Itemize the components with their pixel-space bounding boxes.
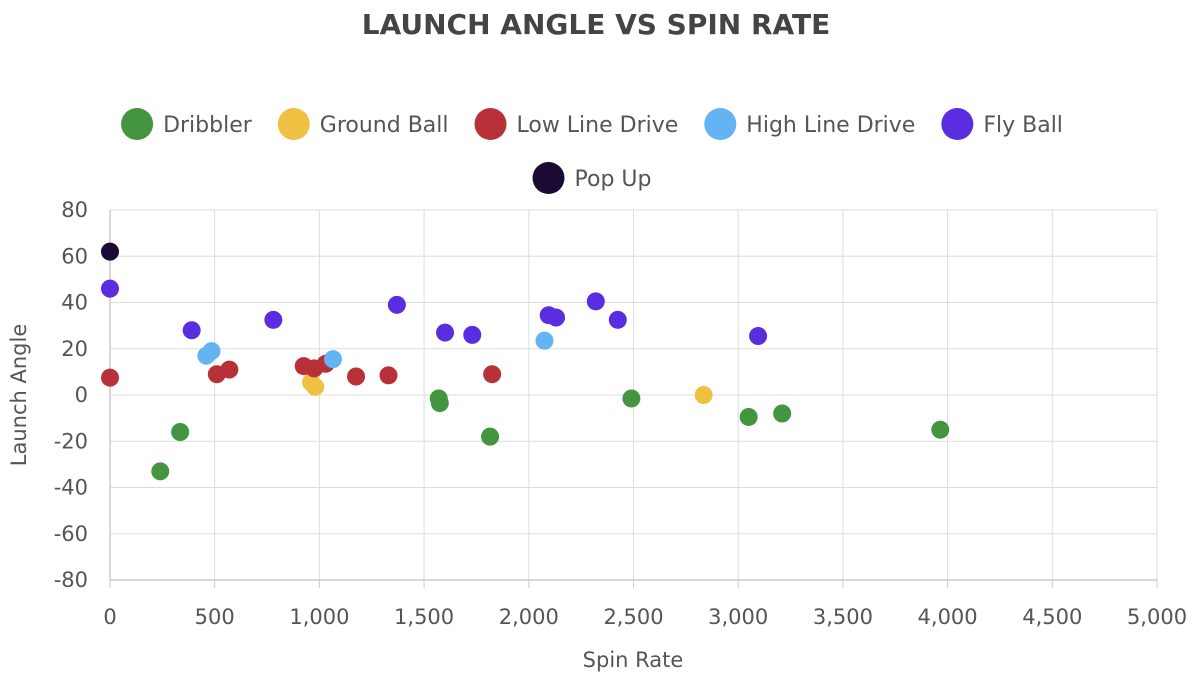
point-fly-ball (463, 325, 482, 344)
chart-title: LAUNCH ANGLE VS SPIN RATE (362, 8, 831, 41)
x-tick-label: 500 (195, 605, 235, 629)
legend-item-high-line-drive[interactable]: High Line Drive (704, 108, 915, 140)
legend-marker (474, 108, 507, 140)
point-dribbler (171, 423, 190, 441)
y-tick-label: 60 (61, 244, 88, 268)
point-dribbler (481, 427, 500, 446)
tick-labels: 0 500 1,000 1,500 2,000 2,500 3,000 3,500 4,000 4… (54, 198, 1187, 629)
x-tick-label: 0 (103, 605, 116, 629)
x-tick-label: 2,000 (499, 605, 559, 629)
y-tick-label: -40 (54, 476, 88, 500)
legend-label: High Line Drive (746, 113, 915, 138)
data-points (101, 242, 950, 481)
point-low-line-drive (220, 360, 239, 379)
point-fly-ball (749, 327, 768, 346)
y-tick-label: -60 (54, 522, 88, 546)
x-tick-label: 4,000 (918, 605, 978, 629)
grid (109, 209, 1158, 581)
y-axis-title: Launch Angle (7, 324, 31, 466)
legend-item-low-line-drive[interactable]: Low Line Drive (474, 108, 678, 140)
point-fly-ball (182, 321, 201, 340)
legend-label: Low Line Drive (516, 113, 678, 138)
legend-marker (121, 108, 154, 140)
point-fly-ball (608, 310, 627, 329)
legend-label: Fly Ball (983, 113, 1063, 138)
point-dribbler (773, 404, 792, 423)
legend: Dribbler Ground Ball Low Line Drive High Li… (121, 108, 1063, 194)
point-ground-ball (694, 386, 713, 404)
x-tick-label: 1,000 (289, 605, 349, 629)
point-dribbler (739, 407, 758, 426)
y-tick-label: -80 (54, 568, 88, 592)
y-tick-label: 80 (61, 198, 88, 222)
y-tick-label: 20 (61, 337, 88, 361)
legend-label: Dribbler (163, 113, 253, 138)
point-fly-ball (264, 310, 283, 329)
y-tick-label: 40 (61, 291, 88, 315)
point-dribbler (430, 394, 449, 413)
point-fly-ball (101, 279, 119, 298)
legend-item-dribbler[interactable]: Dribbler (121, 108, 253, 140)
legend-marker (941, 108, 974, 140)
point-dribbler (151, 462, 170, 481)
point-low-line-drive (101, 368, 119, 387)
axes (109, 210, 1158, 588)
x-tick-label: 3,000 (708, 605, 768, 629)
y-tick-label: -20 (54, 429, 88, 453)
legend-item-fly-ball[interactable]: Fly Ball (941, 108, 1063, 140)
point-fly-ball (436, 323, 455, 342)
point-low-line-drive (483, 365, 502, 384)
point-high-line-drive (535, 331, 554, 350)
legend-label: Pop Up (575, 167, 652, 192)
x-tick-label: 4,500 (1022, 605, 1082, 629)
point-fly-ball (547, 308, 566, 327)
point-ground-ball (306, 377, 325, 396)
x-axis-title: Spin Rate (583, 648, 684, 672)
legend-marker (277, 108, 310, 140)
point-low-line-drive (347, 367, 366, 386)
point-dribbler (622, 389, 641, 408)
legend-item-ground-ball[interactable]: Ground Ball (277, 108, 449, 140)
x-tick-label: 1,500 (394, 605, 454, 629)
y-tick-label: 0 (75, 383, 88, 407)
x-tick-label: 5,000 (1127, 605, 1187, 629)
point-pop-up (101, 242, 119, 261)
x-tick-label: 3,500 (813, 605, 873, 629)
legend-label: Ground Ball (320, 113, 449, 138)
point-fly-ball (387, 295, 406, 314)
point-fly-ball (586, 292, 605, 311)
point-high-line-drive (202, 342, 221, 361)
point-high-line-drive (324, 350, 343, 369)
legend-item-pop-up[interactable]: Pop Up (532, 162, 652, 194)
legend-marker (704, 108, 737, 140)
x-tick-label: 2,500 (603, 605, 663, 629)
legend-marker (532, 162, 565, 194)
point-low-line-drive (379, 366, 398, 385)
point-dribbler (931, 420, 950, 439)
